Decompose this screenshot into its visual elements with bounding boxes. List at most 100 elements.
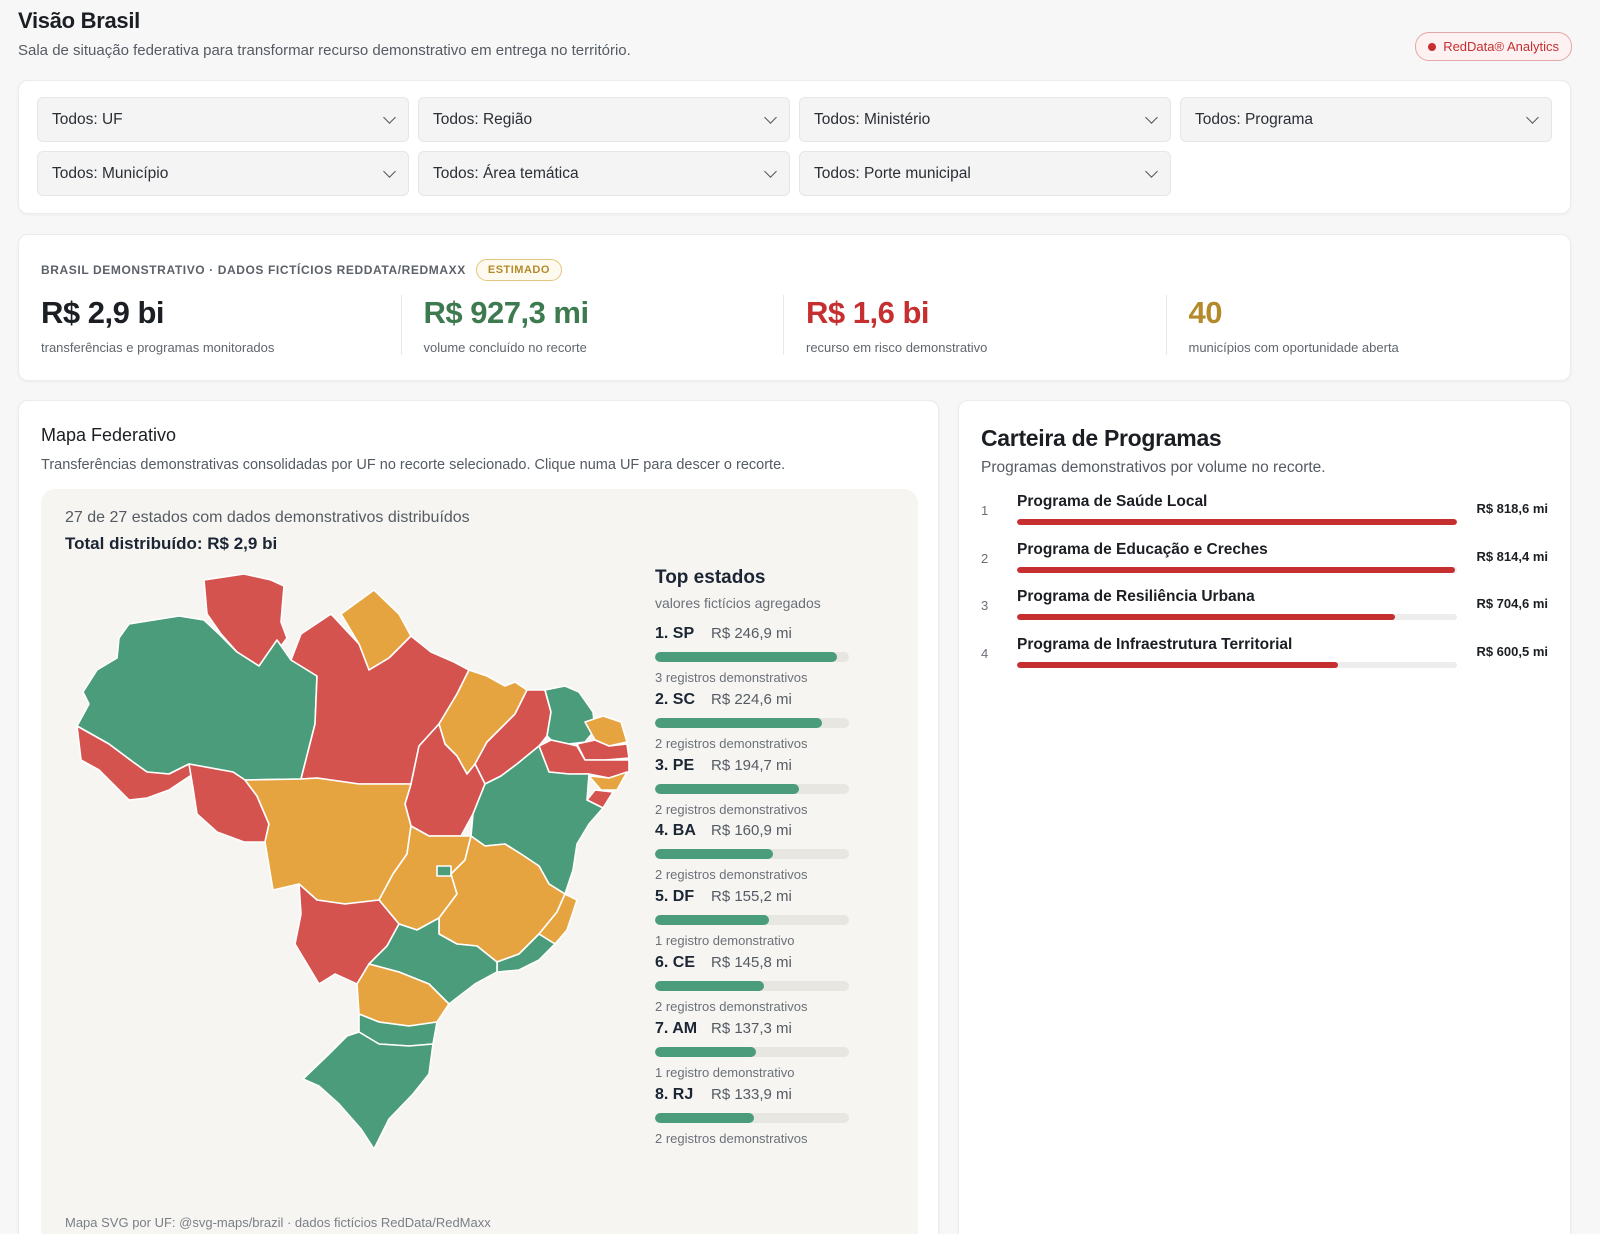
filter-regiao[interactable]: Todos: Região bbox=[418, 97, 790, 142]
top-state-value: R$ 137,3 mi bbox=[711, 1019, 792, 1037]
map-title: Mapa Federativo bbox=[41, 425, 177, 445]
program-item[interactable]: 4 Programa de Infraestrutura Territorial R… bbox=[981, 636, 1548, 684]
top-state-item[interactable]: 5. DF R$ 155,2 mi 1 registro demonstrativo bbox=[655, 888, 855, 954]
state-ce[interactable] bbox=[544, 685, 596, 745]
state-df[interactable] bbox=[436, 865, 452, 877]
filter-municipio[interactable]: Todos: Município bbox=[37, 151, 409, 196]
program-bar-fill bbox=[1017, 519, 1457, 525]
program-rank: 2 bbox=[981, 550, 989, 566]
top-states-title: Top estados bbox=[655, 567, 766, 588]
filter-label: Todos: Região bbox=[433, 110, 533, 128]
chevron-down-icon bbox=[1145, 164, 1158, 178]
chevron-down-icon bbox=[383, 110, 396, 124]
program-name: Programa de Infraestrutura Territorial bbox=[1017, 635, 1293, 653]
state-ac[interactable] bbox=[76, 725, 194, 801]
filter-label: Todos: Porte municipal bbox=[814, 164, 971, 182]
filter-label: Todos: Área temática bbox=[433, 164, 579, 182]
top-state-records: 3 registros demonstrativos bbox=[655, 670, 808, 685]
state-al[interactable] bbox=[588, 771, 628, 791]
filter-porte-municipal[interactable]: Todos: Porte municipal bbox=[799, 151, 1171, 196]
program-bar bbox=[1017, 661, 1457, 668]
top-state-bar bbox=[655, 849, 849, 860]
top-state-value: R$ 160,9 mi bbox=[711, 822, 792, 840]
top-state-bar bbox=[655, 1112, 849, 1123]
program-value: R$ 818,6 mi bbox=[1476, 501, 1548, 516]
kpi-label: volume concluído no recorte bbox=[423, 340, 587, 355]
kpi-label: recurso em risco demonstrativo bbox=[806, 340, 988, 355]
top-state-bar-fill bbox=[655, 849, 774, 860]
program-name: Programa de Saúde Local bbox=[1017, 493, 1208, 510]
kpi-value: R$ 927,3 mi bbox=[423, 295, 590, 330]
chevron-down-icon bbox=[764, 164, 777, 178]
kpi-label: municípios com oportunidade aberta bbox=[1188, 340, 1399, 355]
filters-panel: Todos: UF Todos: Região Todos: Ministéri… bbox=[18, 80, 1571, 214]
program-item[interactable]: 2 Programa de Educação e Creches R$ 814,4 … bbox=[981, 541, 1548, 589]
program-item[interactable]: 3 Programa de Resiliência Urbana R$ 704,6 … bbox=[981, 588, 1548, 636]
state-mt[interactable] bbox=[244, 777, 412, 905]
top-state-records: 1 registro demonstrativo bbox=[655, 933, 795, 949]
program-value: R$ 704,6 mi bbox=[1476, 596, 1548, 611]
map-description: Transferências demonstrativas consolidad… bbox=[41, 457, 786, 473]
top-state-bar-fill bbox=[655, 652, 838, 662]
brand-dot-icon bbox=[1428, 42, 1437, 51]
map-source: Mapa SVG por UF: @svg-maps/brazil · dado… bbox=[65, 1215, 491, 1230]
top-state-bar bbox=[655, 652, 849, 662]
program-bar-fill bbox=[1017, 566, 1455, 573]
top-state-records: 2 registros demonstrativos bbox=[655, 1130, 808, 1146]
filter-ministerio[interactable]: Todos: Ministério bbox=[799, 97, 1171, 142]
top-state-bar bbox=[655, 1046, 849, 1057]
top-state-rank: 1. SP bbox=[655, 625, 695, 642]
top-states: Top estados valores fictícios agregados … bbox=[655, 567, 855, 1151]
top-state-rank: 6. CE bbox=[655, 953, 696, 971]
map-panel: 27 de 27 estados com dados demonstrativo… bbox=[41, 489, 918, 1234]
program-bar-fill bbox=[1017, 614, 1396, 620]
page-subtitle: Sala de situação federativa para transfo… bbox=[18, 42, 631, 59]
kpi-concluded: R$ 927,3 mi volume concluído no recorte bbox=[400, 295, 784, 355]
map-count: 27 de 27 estados com dados demonstrativo… bbox=[65, 509, 470, 526]
top-state-bar-fill bbox=[655, 1046, 756, 1057]
top-state-item[interactable]: 8. RJ R$ 133,9 mi 2 registros demonstrativ… bbox=[655, 1086, 855, 1152]
chevron-down-icon bbox=[764, 110, 777, 124]
filter-area-tematica[interactable]: Todos: Área temática bbox=[418, 151, 790, 196]
top-state-item[interactable]: 7. AM R$ 137,3 mi 1 registro demonstrativo bbox=[655, 1020, 855, 1086]
brazil-map[interactable] bbox=[69, 574, 634, 1164]
program-bar bbox=[1017, 566, 1457, 573]
top-state-value: R$ 145,8 mi bbox=[711, 953, 792, 971]
program-value: R$ 600,5 mi bbox=[1476, 643, 1548, 659]
program-bar bbox=[1017, 614, 1457, 620]
program-name: Programa de Resiliência Urbana bbox=[1017, 588, 1255, 605]
kpi-label: transferências e programas monitorados bbox=[41, 340, 275, 355]
top-state-rank: 4. BA bbox=[655, 822, 696, 840]
page-header: Visão Brasil Sala de situação federativa… bbox=[18, 6, 1572, 66]
brand-badge[interactable]: RedData® Analytics bbox=[1415, 32, 1572, 61]
top-state-value: R$ 133,9 mi bbox=[711, 1085, 792, 1103]
top-state-item[interactable]: 4. BA R$ 160,9 mi 2 registros demonstrativ… bbox=[655, 822, 855, 888]
program-bar bbox=[1017, 519, 1457, 525]
top-state-records: 1 registro demonstrativo bbox=[655, 1064, 795, 1080]
filter-uf[interactable]: Todos: UF bbox=[37, 97, 409, 142]
page-title: Visão Brasil bbox=[18, 8, 140, 33]
program-value: R$ 814,4 mi bbox=[1476, 548, 1548, 564]
top-state-item[interactable]: 3. PE R$ 194,7 mi 2 registros demonstrativ… bbox=[655, 757, 855, 823]
programs-title: Carteira de Programas bbox=[981, 425, 1222, 451]
programs-list: 1 Programa de Saúde Local R$ 818,6 mi 2 Prog… bbox=[981, 493, 1548, 683]
map-total: Total distribuído: R$ 2,9 bi bbox=[65, 534, 278, 553]
state-rs[interactable] bbox=[302, 1031, 434, 1150]
filter-programa[interactable]: Todos: Programa bbox=[1180, 97, 1552, 142]
top-state-item[interactable]: 6. CE R$ 145,8 mi 2 registros demonstrativ… bbox=[655, 954, 855, 1020]
top-state-records: 2 registros demonstrativos bbox=[655, 801, 808, 817]
top-state-bar bbox=[655, 915, 849, 926]
top-states-list: 1. SP R$ 246,9 mi 3 registros demonstrativ… bbox=[655, 625, 855, 1151]
program-name: Programa de Educação e Creches bbox=[1017, 540, 1268, 558]
chevron-down-icon bbox=[1526, 110, 1539, 124]
kpi-value: R$ 1,6 bi bbox=[806, 295, 929, 330]
chevron-down-icon bbox=[383, 164, 396, 178]
top-state-item[interactable]: 1. SP R$ 246,9 mi 3 registros demonstrativ… bbox=[655, 625, 855, 691]
kpi-total: R$ 2,9 bi transferências e programas mon… bbox=[41, 295, 401, 355]
top-state-bar-fill bbox=[655, 980, 764, 991]
top-state-item[interactable]: 2. SC R$ 224,6 mi 2 registros demonstrativ… bbox=[655, 691, 855, 757]
top-state-records: 2 registros demonstrativos bbox=[655, 867, 808, 883]
program-item[interactable]: 1 Programa de Saúde Local R$ 818,6 mi bbox=[981, 493, 1548, 541]
top-state-bar bbox=[655, 717, 849, 728]
kpi-value: 40 bbox=[1188, 295, 1223, 330]
